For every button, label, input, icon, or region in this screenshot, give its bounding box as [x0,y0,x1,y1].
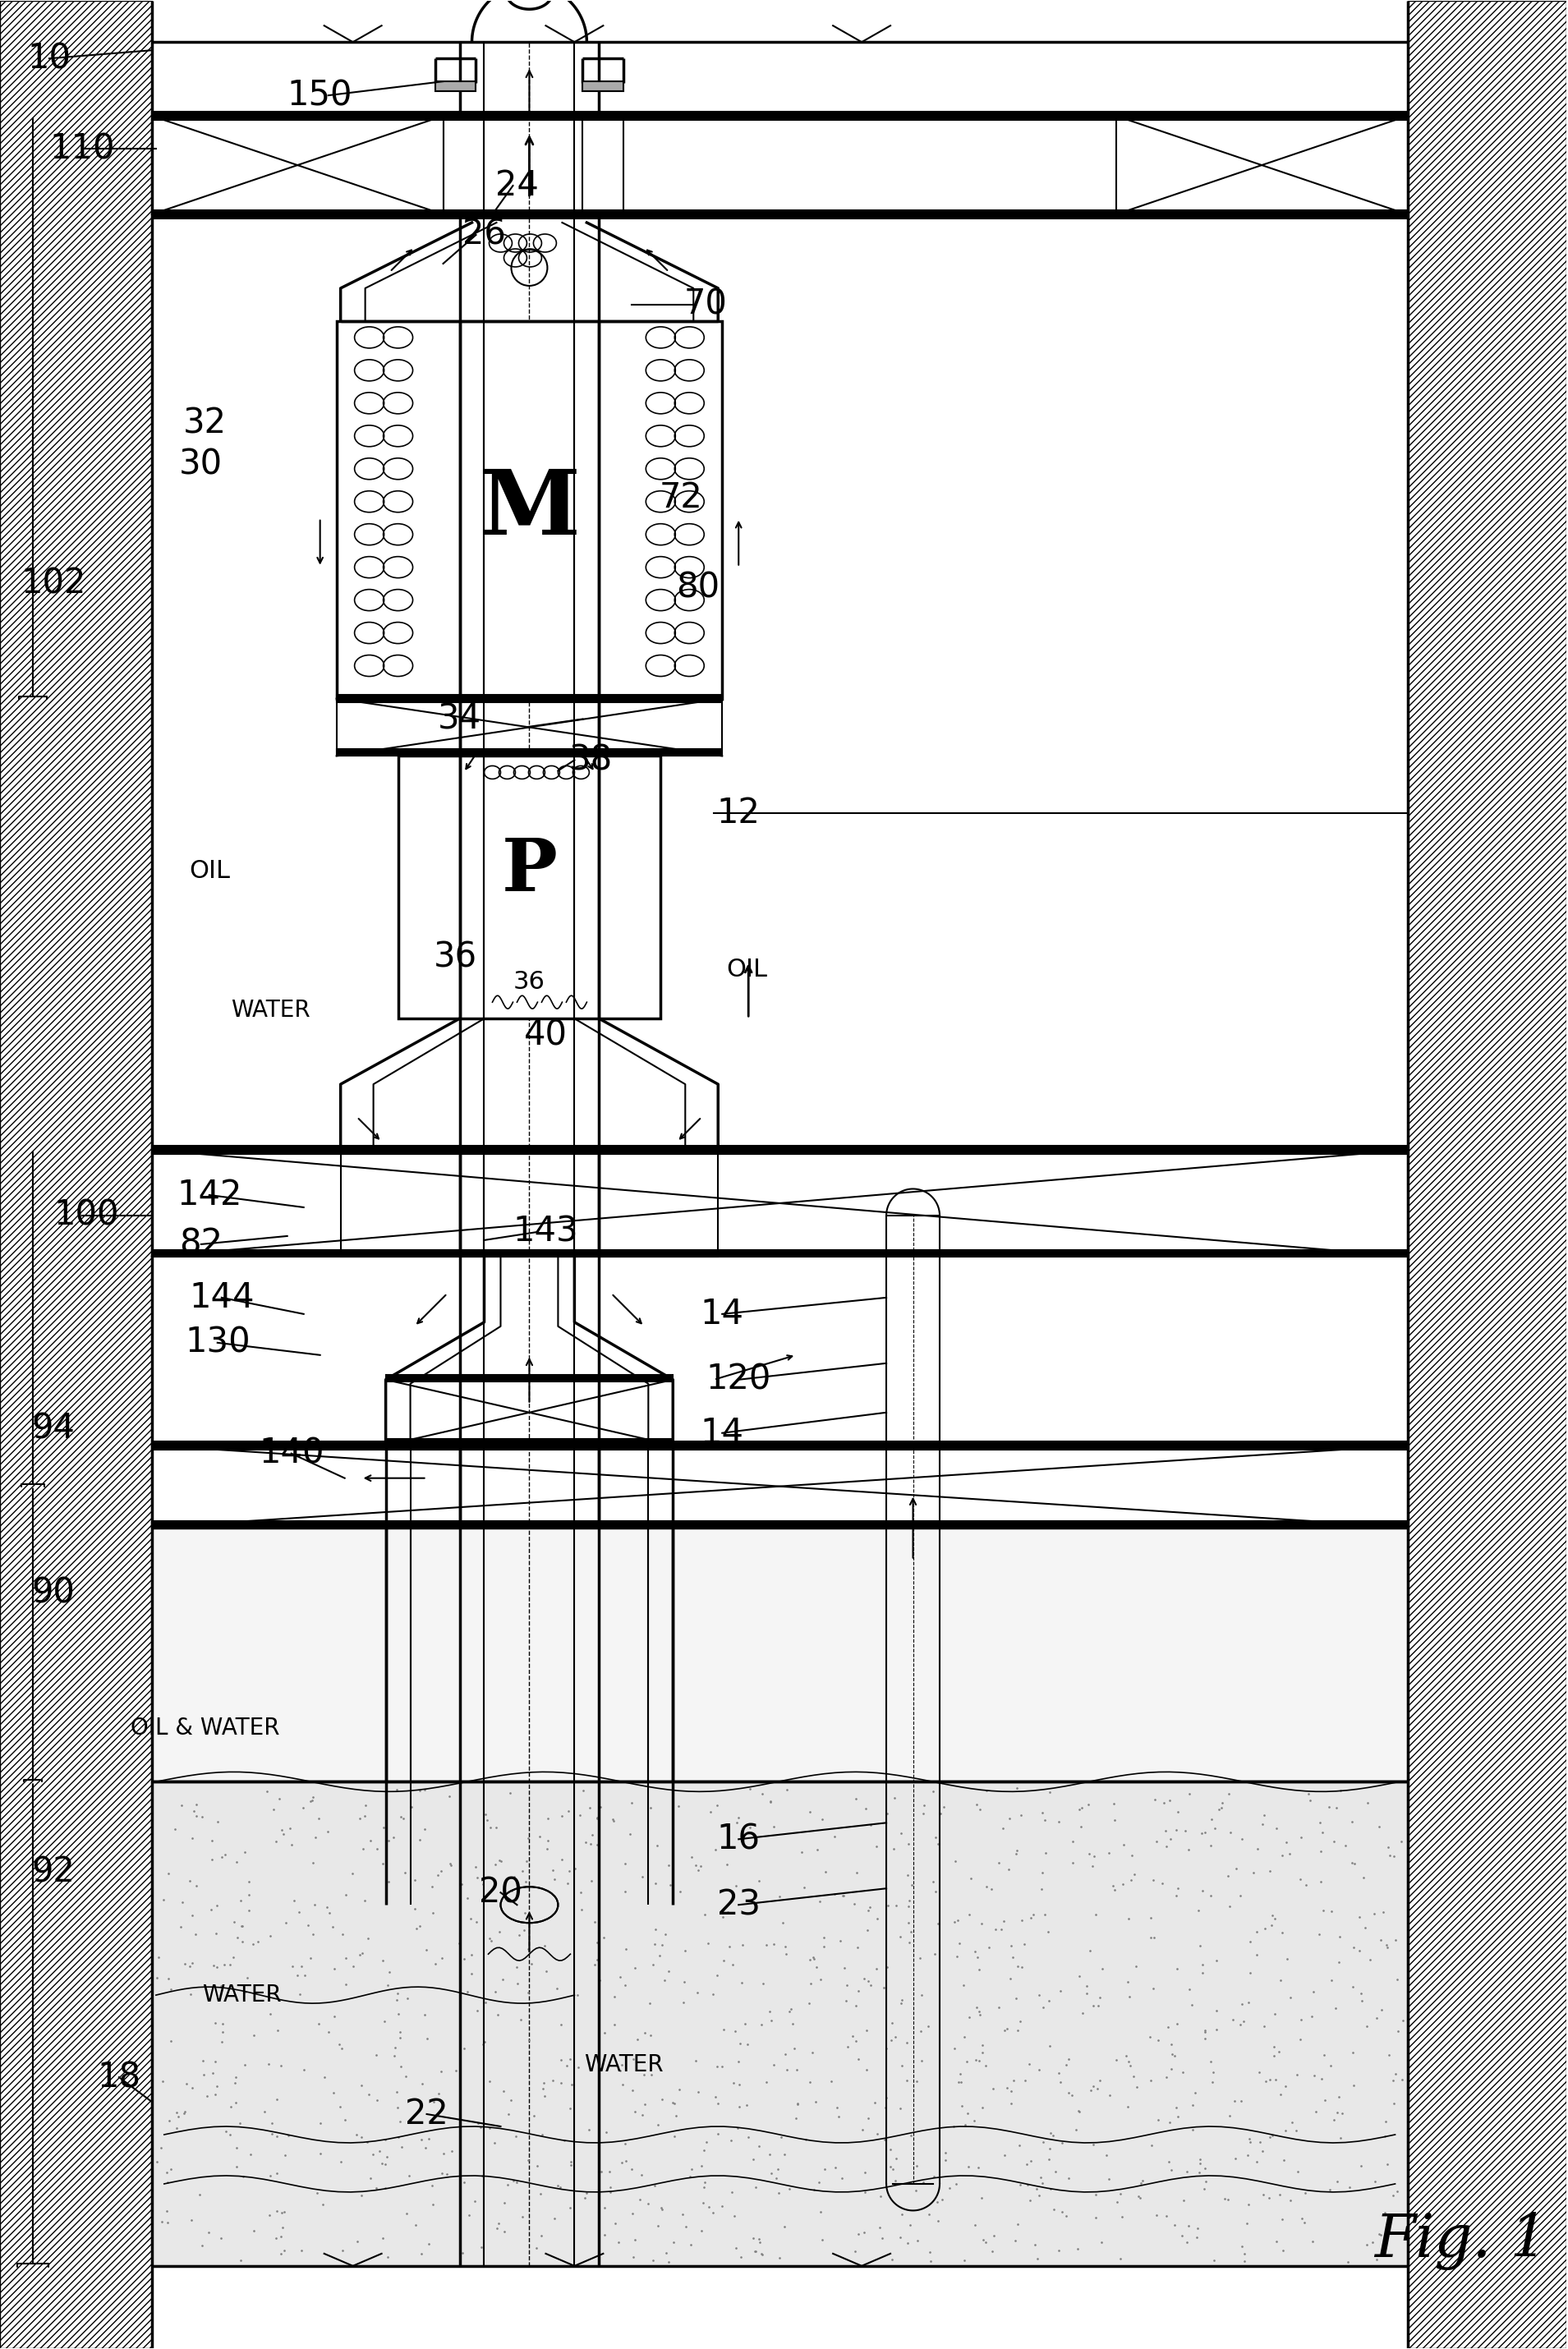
Text: 142: 142 [177,1177,241,1212]
Text: 22: 22 [405,2098,448,2131]
Bar [337,322,723,698]
Bar [337,698,723,756]
Bar [152,1445,1408,1527]
Bar [386,1374,673,1381]
Bar [152,115,444,214]
Text: 90: 90 [31,1576,75,1611]
Bar [337,695,723,702]
Text: 14: 14 [701,1416,743,1449]
Text: P: P [502,836,557,907]
Text: 102: 102 [20,566,86,601]
Text: 16: 16 [717,1823,760,1856]
Text: 94: 94 [31,1412,75,1447]
Text: 38: 38 [569,742,613,778]
Text: Fig. 1: Fig. 1 [1374,2213,1548,2271]
Text: 12: 12 [717,796,760,832]
Text: WATER: WATER [583,2053,663,2077]
Text: OIL: OIL [726,958,767,982]
Bar [152,211,1408,218]
Bar [152,1520,1408,1527]
Text: 80: 80 [676,571,720,606]
Text: WATER: WATER [230,998,310,1022]
Text: OIL & WATER: OIL & WATER [130,1717,279,1741]
Text: 110: 110 [50,132,114,167]
Bar [398,756,660,1019]
Text: 10: 10 [28,42,71,75]
Text: 24: 24 [495,169,539,202]
Bar [0,0,152,2349]
Text: 100: 100 [53,1198,119,1233]
Bar [152,1783,1408,2267]
Text: 82: 82 [179,1226,223,1261]
Bar [386,1438,673,1445]
Bar [337,749,723,756]
Bar [152,1146,1408,1153]
Text: 140: 140 [259,1435,325,1470]
Text: 72: 72 [660,479,702,514]
Text: 150: 150 [287,78,353,113]
Text: 144: 144 [188,1280,254,1315]
Text: 30: 30 [179,446,223,482]
Text: 70: 70 [684,287,728,322]
Text: 36: 36 [513,970,546,994]
Bar [152,1151,1408,1257]
Bar [583,115,624,214]
Bar [1116,115,1408,214]
Text: 92: 92 [31,1856,75,1889]
Bar [152,1527,1408,1783]
Text: 40: 40 [524,1017,568,1052]
Text: 34: 34 [437,702,481,735]
Bar [152,1250,1408,1257]
Bar [1408,0,1566,2349]
Text: M: M [478,465,580,554]
Bar [386,1379,673,1445]
Text: 20: 20 [478,1875,522,1910]
Text: WATER: WATER [202,1983,282,2006]
Text: 32: 32 [183,406,227,442]
Text: 130: 130 [185,1325,251,1360]
Bar [152,1442,1408,1449]
Text: 120: 120 [706,1362,771,1398]
Text: 23: 23 [717,1889,760,1921]
Bar [340,1151,718,1257]
Bar [444,115,485,214]
Text: 18: 18 [97,2060,141,2095]
Bar [583,82,624,92]
Text: 143: 143 [513,1214,579,1250]
Bar [152,113,1408,120]
Bar [434,82,477,92]
Text: 26: 26 [463,218,506,251]
Text: OIL: OIL [188,860,230,883]
Text: 14: 14 [701,1297,743,1332]
Text: 36: 36 [434,940,477,975]
